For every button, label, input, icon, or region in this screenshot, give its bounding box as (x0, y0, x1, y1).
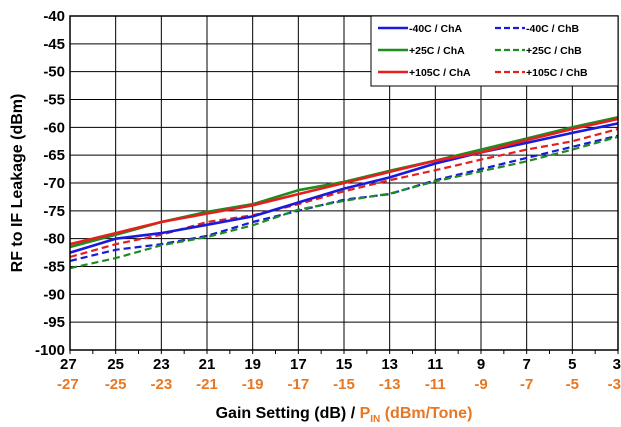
x-secondary-tick-labels: -27 -25 -23 -21 -19 -17 -15 -13 -11 -9 -7 -5 -3 (57, 376, 621, 393)
y-axis-title: RF to IF Leakage (dBm) (9, 94, 26, 273)
legend: -40C / ChA -40C / ChB +25C / ChA +25C / ChB… (370, 15, 619, 87)
y-tick-label: -85 (43, 259, 65, 276)
x-secondary-tick-label: -27 (57, 376, 79, 393)
plot-frame (69, 15, 619, 351)
legend-label: +25C / ChB (526, 45, 582, 57)
y-tick-labels: -40 -45 -50 -55 -60 -65 -70 -75 -80 -85 -90 -95 -100 (35, 8, 65, 359)
y-tick-label: -80 (43, 231, 65, 248)
x-secondary-tick-label: -3 (608, 376, 621, 393)
y-tick-label: -55 (43, 92, 65, 109)
x-tick-label: 27 (60, 356, 77, 373)
x-tick-label: 5 (568, 356, 576, 373)
y-tick-label: -50 (43, 64, 65, 81)
x-tick-label: 25 (107, 356, 124, 373)
series-line (69, 127, 619, 259)
legend-label: +25C / ChA (409, 45, 465, 57)
x-secondary-tick-label: -5 (566, 376, 579, 393)
x-tick-labels: 27 25 23 21 19 17 15 13 11 9 7 5 3 (60, 356, 621, 373)
legend-label: +105C / ChA (409, 67, 471, 79)
x-secondary-tick-label: -21 (196, 376, 218, 393)
x-secondary-tick-label: -7 (520, 376, 533, 393)
x-secondary-tick-label: -11 (425, 376, 446, 393)
series-lines (69, 116, 619, 270)
x-secondary-tick-label: -19 (242, 376, 264, 393)
x-axis-title-secondary-subscript: IN (370, 414, 380, 425)
x-secondary-tick-label: -25 (105, 376, 127, 393)
x-axis-title: Gain Setting (dB) / PIN (dBm/Tone) (216, 405, 473, 425)
y-tick-label: -40 (43, 8, 65, 25)
x-secondary-tick-label: -13 (379, 376, 401, 393)
x-tick-label: 7 (522, 356, 530, 373)
y-tick-label: -100 (35, 342, 65, 359)
legend-box (370, 15, 619, 87)
y-tick-label: -90 (43, 286, 65, 303)
series-line (69, 135, 619, 270)
y-tick-label: -75 (43, 203, 65, 220)
y-tick-label: -70 (43, 175, 65, 192)
x-secondary-tick-label: -15 (333, 376, 355, 393)
x-tick-label: 17 (290, 356, 307, 373)
x-secondary-tick-label: -17 (287, 376, 309, 393)
legend-label: -40C / ChB (526, 23, 580, 35)
x-tick-label: 13 (381, 356, 398, 373)
x-tick-label: 9 (477, 356, 485, 373)
y-tick-label: -60 (43, 119, 65, 136)
x-tick-label: 3 (613, 356, 621, 373)
x-axis-title-primary: Gain Setting (dB) / (216, 405, 360, 422)
x-tick-label: 15 (336, 356, 353, 373)
y-tick-label: -65 (43, 147, 65, 164)
x-tick-label: 21 (199, 356, 216, 373)
x-tick-label: 23 (153, 356, 170, 373)
x-axis-title-secondary-suffix: (dBm/Tone) (380, 405, 472, 422)
series-line (69, 122, 619, 254)
x-secondary-tick-label: -23 (150, 376, 172, 393)
x-axis-title-secondary-prefix: P (360, 405, 371, 422)
x-secondary-tick-label: -9 (474, 376, 487, 393)
legend-label: +105C / ChB (526, 67, 588, 79)
x-tick-label: 19 (244, 356, 261, 373)
x-tick-label: 11 (427, 356, 443, 373)
legend-label: -40C / ChA (409, 23, 463, 35)
y-tick-label: -95 (43, 314, 65, 331)
series-line (69, 117, 619, 246)
y-tick-label: -45 (43, 36, 65, 53)
